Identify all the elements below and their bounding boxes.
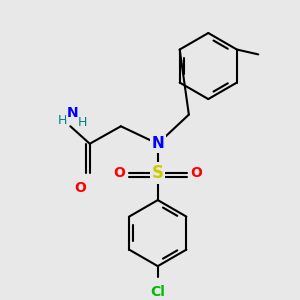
Text: N: N	[67, 106, 78, 120]
Text: S: S	[152, 164, 164, 182]
Text: H: H	[58, 114, 67, 127]
Text: H: H	[77, 116, 87, 129]
Text: N: N	[152, 136, 164, 151]
Text: O: O	[113, 166, 125, 180]
Text: O: O	[74, 181, 86, 195]
Text: O: O	[191, 166, 203, 180]
Text: Cl: Cl	[150, 285, 165, 298]
